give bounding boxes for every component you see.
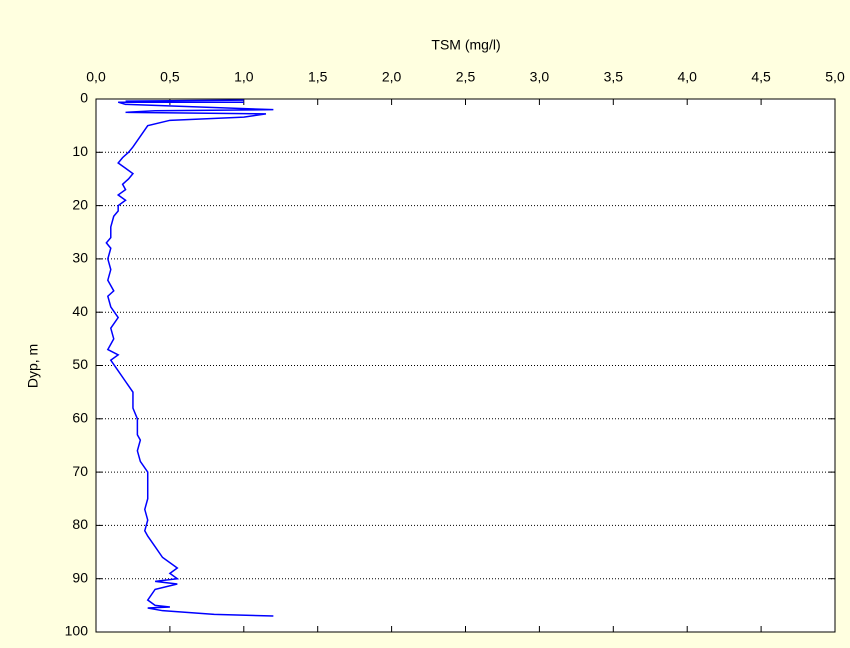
x-tick-label: 1,0 — [234, 69, 254, 85]
chart-title: TSM (mg/l) — [431, 37, 500, 53]
plot-border — [95, 98, 836, 633]
y-tick-label: 20 — [72, 196, 88, 212]
y-tick-label: 100 — [65, 623, 89, 639]
y-tick-label: 60 — [72, 410, 88, 426]
y-tick-label: 90 — [72, 569, 88, 585]
x-tick-label: 5,0 — [825, 69, 845, 85]
x-tick-label: 3,5 — [604, 69, 624, 85]
y-axis-label: Dyp, m — [25, 344, 41, 388]
x-tick-label: 2,5 — [456, 69, 476, 85]
x-tick-label: 0,5 — [160, 69, 180, 85]
x-tick-label: 0,0 — [86, 69, 106, 85]
data-line — [105, 99, 274, 617]
y-tick-label: 0 — [80, 90, 88, 106]
y-tick-label: 10 — [72, 143, 88, 159]
y-tick-label: 50 — [72, 356, 88, 372]
y-tick-label: 70 — [72, 463, 88, 479]
y-tick-label: 40 — [72, 303, 88, 319]
x-tick-label: 3,0 — [530, 69, 550, 85]
x-tick-label: 1,5 — [308, 69, 328, 85]
x-tick-label: 4,5 — [751, 69, 771, 85]
x-tick-label: 2,0 — [382, 69, 402, 85]
y-tick-label: 80 — [72, 516, 88, 532]
y-tick-label: 30 — [72, 250, 88, 266]
x-tick-label: 4,0 — [677, 69, 697, 85]
